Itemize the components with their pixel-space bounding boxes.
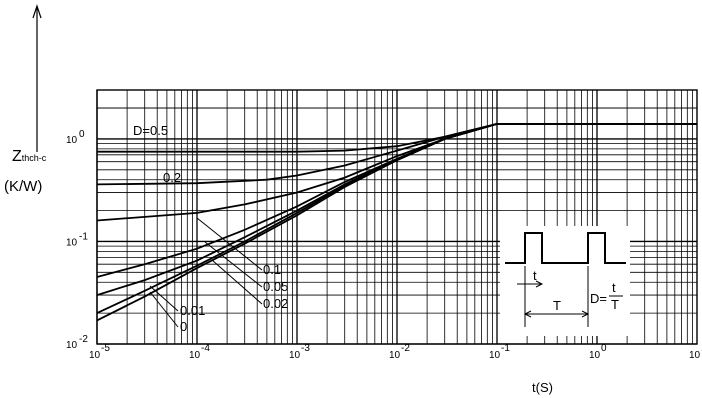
t-dim-arrow	[535, 280, 544, 288]
y-tick-label: 10	[66, 340, 78, 351]
inset-T-label: T	[553, 298, 561, 313]
x-tick-exponent: -5	[101, 343, 110, 354]
label-leader-3	[149, 285, 179, 312]
x-tick-exponent: -1	[501, 343, 510, 354]
x-axis-title: t(S)	[532, 380, 553, 395]
label-d0: 0	[180, 319, 187, 334]
x-tick-label: 10	[689, 350, 701, 361]
series-line-6	[96, 123, 697, 322]
inset-formula-num: t	[612, 280, 616, 295]
y-axis-symbol: Z	[12, 148, 22, 165]
label-leader-1	[204, 241, 263, 288]
x-tick-label: 10	[489, 350, 501, 361]
x-tick-label: 10	[289, 350, 301, 361]
label-d005: 0.05	[263, 279, 288, 294]
x-tick-exponent: -4	[201, 343, 210, 354]
x-tick-exponent: 0	[601, 343, 607, 354]
y-tick-label: 10	[66, 135, 78, 146]
y-tick-exponent: -1	[79, 231, 88, 242]
x-tick-label: 10	[389, 350, 401, 361]
label-d02: 0.2	[163, 170, 181, 185]
label-d05: D=0.5	[133, 123, 168, 138]
y-axis-subscript: thch-c	[21, 153, 47, 163]
x-tick-exponent: -2	[401, 343, 410, 354]
label-leader-0	[196, 217, 263, 271]
label-d01: 0.1	[263, 262, 281, 277]
pulse-waveform	[505, 232, 626, 264]
label-leader-2	[211, 259, 263, 305]
y-tick-label: 10	[66, 237, 78, 248]
x-tick-label: 10	[589, 350, 601, 361]
label-leaders	[149, 217, 263, 328]
inset-formula-den: T	[611, 297, 619, 312]
pulse-inset: t T D= t T	[500, 226, 630, 336]
T-dim-arrow-left	[523, 310, 532, 318]
series-lines	[96, 123, 697, 322]
T-dim-arrow-right	[581, 310, 590, 318]
inset-background	[500, 226, 630, 336]
label-leader-4	[149, 291, 179, 328]
inset-formula-left: D=	[590, 291, 607, 306]
y-axis-title: Zthch-c	[12, 148, 46, 166]
y-tick-exponent: 0	[79, 129, 85, 140]
plot-frame	[96, 89, 698, 345]
x-tick-label: 10	[89, 350, 101, 361]
label-d001: 0.01	[180, 303, 205, 318]
x-tick-label: 10	[189, 350, 201, 361]
label-d002: 0.02	[263, 296, 288, 311]
y-tick-exponent: -2	[79, 334, 88, 345]
y-axis-unit: (K/W)	[4, 178, 43, 195]
x-tick-exponent: -3	[301, 343, 310, 354]
y-axis-arrowhead	[32, 4, 42, 19]
inset-t-label: t	[533, 268, 537, 283]
